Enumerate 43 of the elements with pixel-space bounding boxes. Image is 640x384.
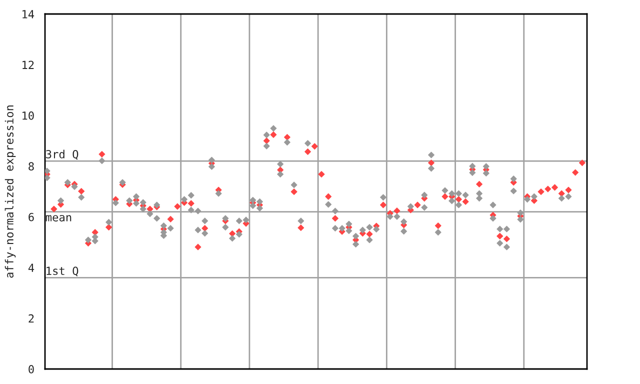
- point: [194, 226, 202, 234]
- ref-line-label: mean: [46, 215, 72, 222]
- y-tick-label: 8: [28, 162, 34, 171]
- point: [222, 224, 229, 230]
- point: [448, 198, 456, 204]
- point: [188, 206, 194, 214]
- ref-line-label: 3rd Q: [46, 150, 78, 160]
- point: [256, 205, 263, 212]
- y-tick-label: 12: [22, 60, 34, 69]
- point: [45, 174, 50, 182]
- point: [510, 188, 517, 194]
- point: [421, 204, 428, 211]
- point: [490, 215, 496, 222]
- point: [133, 200, 140, 207]
- y-axis-title: affy-normalized expression: [4, 106, 16, 278]
- point: [346, 228, 352, 234]
- point: [428, 165, 434, 172]
- y-tick-label: 4: [28, 264, 34, 272]
- y-tick-label: 14: [22, 10, 34, 18]
- point: [154, 215, 160, 222]
- point: [366, 236, 373, 244]
- point: [455, 202, 462, 208]
- point: [352, 241, 360, 248]
- point: [476, 195, 483, 202]
- y-tick-label: 2: [28, 314, 34, 323]
- point: [277, 171, 284, 178]
- point: [263, 142, 270, 150]
- point: [400, 228, 408, 235]
- point: [208, 163, 215, 170]
- point: [250, 202, 256, 209]
- point: [236, 231, 242, 238]
- point: [517, 216, 524, 223]
- point: [140, 206, 146, 212]
- point: [332, 225, 338, 232]
- point: [202, 230, 208, 237]
- point: [496, 240, 504, 246]
- ref-line-label: 1st Q: [46, 266, 78, 276]
- point: [504, 244, 510, 250]
- y-tick-label: 10: [22, 111, 34, 120]
- point: [482, 170, 490, 176]
- y-tick-label: 0: [28, 365, 34, 374]
- y-tick-label: 6: [28, 212, 34, 222]
- point: [469, 170, 476, 176]
